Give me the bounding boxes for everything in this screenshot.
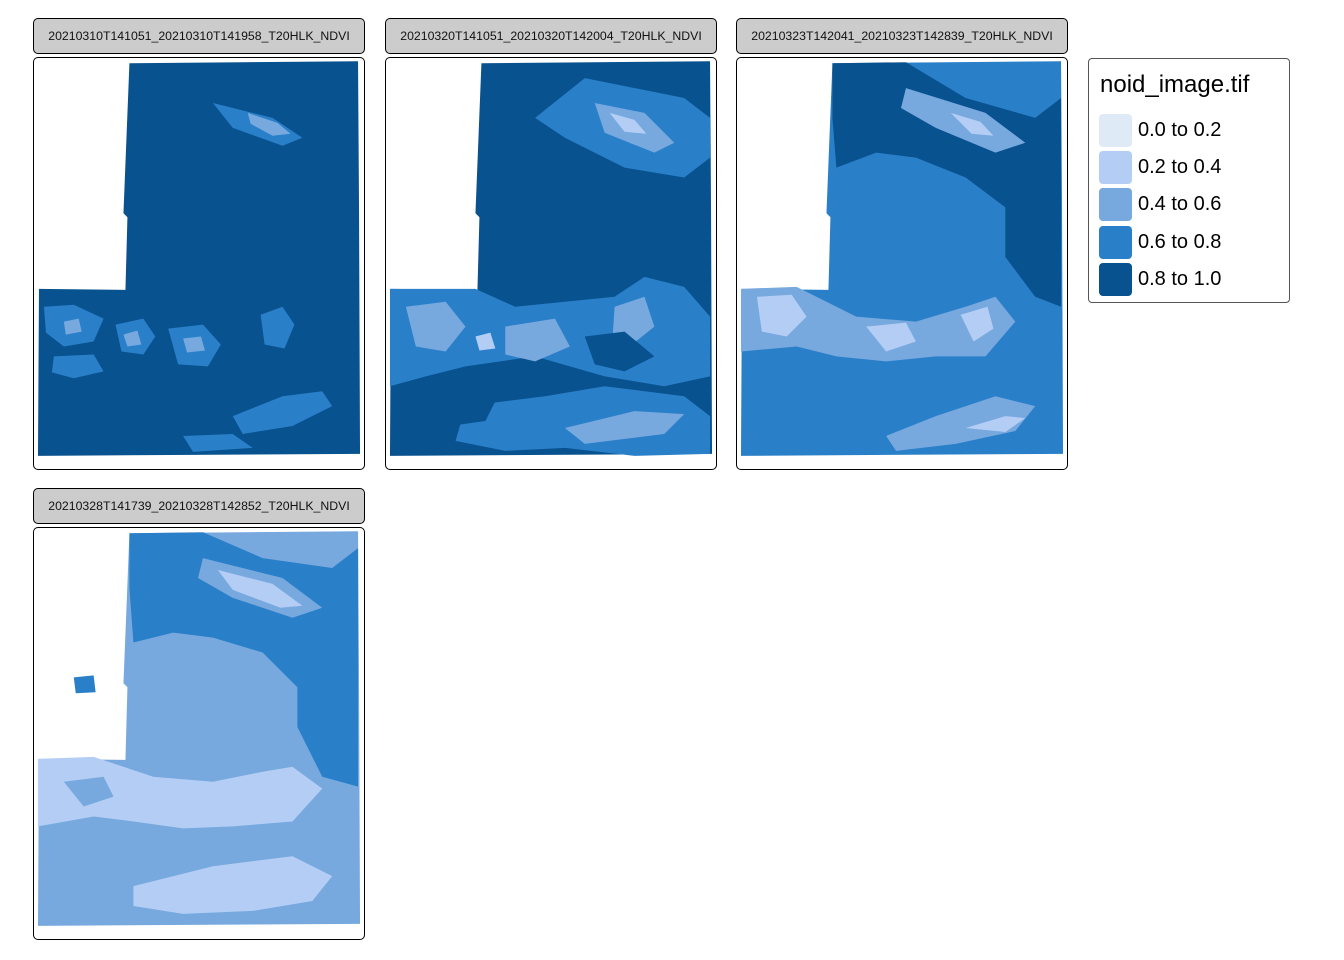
ndvi-map-panel [33, 57, 365, 470]
facet-strip-label: 20210323T142041_20210323T142839_T20HLK_N… [736, 18, 1068, 54]
facet-1: 20210310T141051_20210310T141958_T20HLK_N… [33, 18, 365, 470]
legend-swatch [1099, 150, 1132, 184]
ndvi-map-panel [385, 57, 717, 470]
ndvi-raster-map [37, 531, 361, 926]
facet-strip-label: 20210328T141739_20210328T142852_T20HLK_N… [33, 488, 365, 524]
facet-strip-label: 20210320T141051_20210320T142004_T20HLK_N… [385, 18, 717, 54]
facet-3: 20210323T142041_20210323T142839_T20HLK_N… [736, 18, 1068, 470]
ndvi-raster-map [37, 61, 361, 456]
legend-swatch [1099, 187, 1132, 221]
legend-label: 0.4 to 0.6 [1138, 192, 1222, 215]
map-legend: noid_image.tif 0.0 to 0.2 0.2 to 0.4 0.4… [1088, 58, 1290, 303]
legend-swatch [1099, 262, 1132, 296]
facet-4: 20210328T141739_20210328T142852_T20HLK_N… [33, 488, 365, 940]
facet-2: 20210320T141051_20210320T142004_T20HLK_N… [385, 18, 717, 470]
facet-strip-label: 20210310T141051_20210310T141958_T20HLK_N… [33, 18, 365, 54]
legend-label: 0.0 to 0.2 [1138, 118, 1222, 141]
legend-item: 0.6 to 0.8 [1099, 225, 1221, 259]
ndvi-map-panel [736, 57, 1068, 470]
ndvi-raster-map [389, 61, 713, 456]
ndvi-map-panel [33, 527, 365, 940]
legend-swatch [1099, 113, 1132, 147]
legend-label: 0.8 to 1.0 [1138, 267, 1222, 290]
legend-item: 0.2 to 0.4 [1099, 150, 1221, 184]
ndvi-raster-map [740, 61, 1064, 456]
legend-label: 0.6 to 0.8 [1138, 230, 1222, 253]
legend-title: noid_image.tif [1100, 71, 1250, 98]
legend-label: 0.2 to 0.4 [1138, 155, 1222, 178]
legend-item: 0.0 to 0.2 [1099, 113, 1221, 147]
legend-item: 0.4 to 0.6 [1099, 187, 1221, 221]
legend-swatch [1099, 225, 1132, 259]
legend-item: 0.8 to 1.0 [1099, 262, 1221, 296]
